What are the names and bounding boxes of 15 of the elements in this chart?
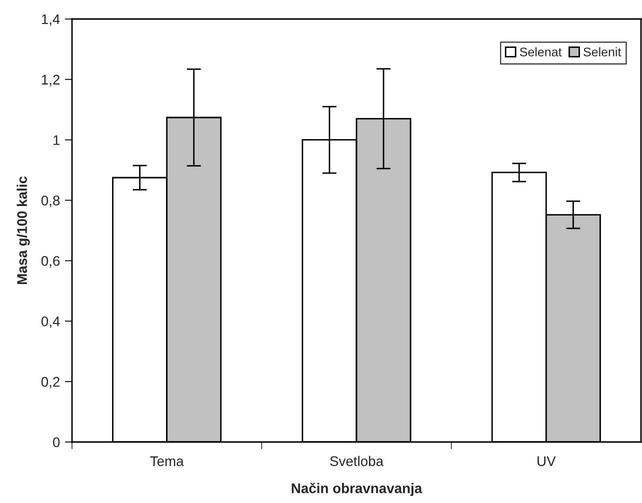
x-tick-label: Tema bbox=[150, 456, 184, 466]
y-tick-label: 0,8 bbox=[41, 196, 60, 208]
x-tick-label: UV bbox=[538, 456, 556, 466]
y-tick-label: 0,4 bbox=[41, 316, 60, 328]
y-tick-label: 1,4 bbox=[42, 14, 60, 26]
legend-label: Selenit bbox=[584, 47, 622, 56]
y-axis-title: Masa g/100 kalic bbox=[16, 176, 30, 284]
x-tick-label: Svetloba bbox=[330, 456, 384, 466]
legend-label: Selenat bbox=[520, 47, 562, 56]
y-tick-label: 0,2 bbox=[41, 376, 60, 388]
y-tick-label: 0 bbox=[53, 437, 60, 448]
x-axis-title: Način obravnavanja bbox=[292, 482, 422, 496]
y-tick-label: 1,2 bbox=[42, 74, 60, 86]
y-tick-label: 0,6 bbox=[41, 256, 60, 268]
y-tick-label: 1 bbox=[54, 135, 60, 145]
